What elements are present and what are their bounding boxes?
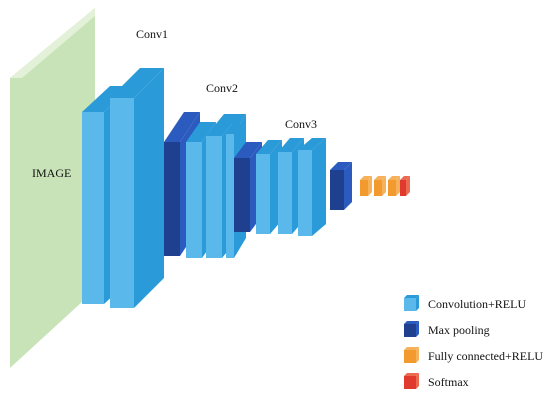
conv1-layer-b-front bbox=[110, 98, 134, 308]
fc-layer-1 bbox=[360, 176, 372, 196]
conv3-pool-front bbox=[234, 158, 250, 232]
conv2-layer-b-top bbox=[206, 114, 240, 136]
legend-swatch bbox=[404, 350, 416, 363]
fc-layer-3-side bbox=[396, 176, 400, 196]
conv2-pool-top bbox=[164, 112, 200, 142]
softmax-layer bbox=[400, 176, 410, 196]
conv3-label: Conv3 bbox=[285, 117, 317, 131]
network-blocks bbox=[10, 8, 410, 368]
fc-layer-1-front bbox=[360, 180, 368, 196]
final-pool-front bbox=[330, 170, 344, 210]
legend-swatch-top bbox=[404, 321, 419, 324]
conv1-layer-a-front bbox=[82, 112, 104, 304]
softmax-layer-front bbox=[400, 180, 406, 196]
input-image-edge bbox=[10, 8, 95, 78]
final-pool-side bbox=[344, 162, 352, 210]
legend-label: Convolution+RELU bbox=[428, 297, 526, 311]
legend-swatch-top bbox=[404, 295, 419, 298]
fc-layer-1-side bbox=[368, 176, 372, 196]
legend-label: Softmax bbox=[428, 375, 469, 389]
softmax-layer-side bbox=[406, 176, 410, 196]
legend-conv-relu: Convolution+RELU bbox=[404, 295, 526, 311]
conv3-layer-c-top bbox=[298, 138, 326, 150]
conv1-layer-b bbox=[110, 68, 164, 308]
conv1-label: Conv1 bbox=[136, 27, 168, 41]
fc-layer-3 bbox=[388, 176, 400, 196]
conv3-layer-c-side bbox=[312, 138, 326, 236]
conv1-layer-b-side bbox=[134, 68, 164, 308]
conv3-pool-top bbox=[234, 142, 262, 158]
conv2-layer-c-top bbox=[226, 114, 246, 134]
legend-swatch bbox=[404, 298, 416, 311]
legend-swatch bbox=[404, 376, 416, 389]
legend-swatch-side bbox=[416, 321, 419, 337]
fc-layer-2-front bbox=[374, 180, 382, 196]
final-pool-top bbox=[330, 162, 352, 170]
conv2-pool-front bbox=[164, 142, 180, 256]
legend-label: Max pooling bbox=[428, 323, 490, 337]
legend-fully-connected-relu: Fully connected+RELU bbox=[404, 347, 543, 363]
legend-swatch-side bbox=[416, 295, 419, 311]
conv3-layer-c-front bbox=[298, 150, 312, 236]
legend-swatch-top bbox=[404, 347, 419, 350]
conv2-layer-a-top bbox=[186, 122, 216, 142]
softmax-layer-top bbox=[400, 176, 410, 180]
legend-swatch-top bbox=[404, 373, 419, 376]
conv3-layer-b-front bbox=[278, 152, 292, 234]
fc-layer-3-front bbox=[388, 180, 396, 196]
conv3-layer-b-top bbox=[278, 138, 304, 152]
legend-max-pooling: Max pooling bbox=[404, 321, 490, 337]
legend-swatch-side bbox=[416, 373, 419, 389]
fc-layer-2 bbox=[374, 176, 386, 196]
legend: Convolution+RELU Max pooling Fully connect… bbox=[404, 295, 543, 389]
legend-swatch bbox=[404, 324, 416, 337]
conv1-layer-b-top bbox=[110, 68, 164, 98]
conv2-label: Conv2 bbox=[206, 81, 238, 95]
conv3-layer-a-front bbox=[256, 154, 270, 234]
fc-layer-2-side bbox=[382, 176, 386, 196]
conv2-layer-b-front bbox=[206, 136, 222, 258]
final-pool bbox=[330, 162, 352, 210]
image-label: IMAGE bbox=[32, 166, 71, 180]
conv2-layer-a-front bbox=[186, 142, 202, 258]
legend-softmax: Softmax bbox=[404, 373, 469, 389]
conv2-layer-c-front bbox=[226, 134, 234, 258]
legend-label: Fully connected+RELU bbox=[428, 349, 543, 363]
conv3-layer-a-top bbox=[256, 140, 282, 154]
legend-swatch-side bbox=[416, 347, 419, 363]
input-image-plane bbox=[10, 8, 95, 368]
conv3-layer-c bbox=[298, 138, 326, 236]
